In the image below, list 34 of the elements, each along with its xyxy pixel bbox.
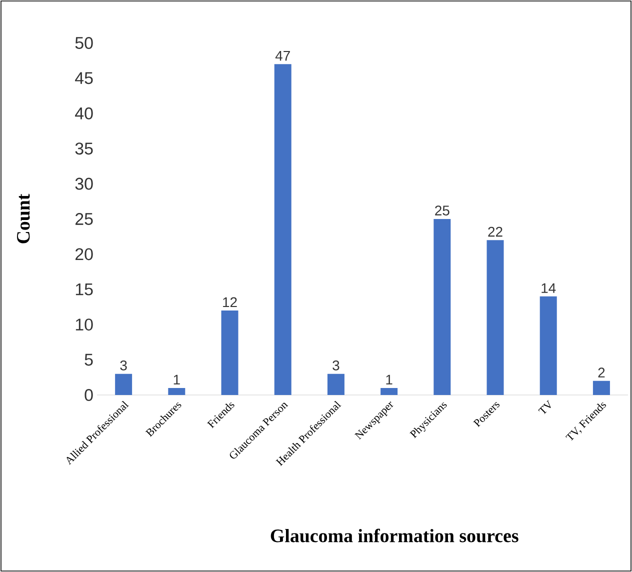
bar — [221, 310, 238, 395]
y-tick-label: 50 — [75, 36, 93, 49]
y-tick-label: 40 — [75, 107, 93, 120]
y-axis-title: Count — [17, 194, 30, 244]
y-tick-label: 15 — [76, 283, 93, 296]
data-label: 12 — [223, 297, 237, 307]
data-label: 1 — [174, 374, 180, 384]
y-tick-label: 5 — [84, 354, 93, 366]
bar — [434, 218, 451, 395]
data-label: 14 — [542, 283, 556, 293]
bar — [592, 380, 610, 395]
data-label: 25 — [435, 206, 450, 216]
x-axis-title: Glaucoma information sources — [270, 528, 518, 542]
y-tick-label: 10 — [76, 318, 93, 331]
bar — [274, 64, 292, 395]
x-tick-label: TV — [538, 400, 551, 414]
data-label: 47 — [275, 50, 290, 61]
y-tick-label: 25 — [76, 212, 93, 225]
data-label: 3 — [120, 360, 127, 370]
bar — [327, 374, 344, 395]
y-tick-label: 45 — [75, 72, 93, 84]
y-tick-label: 30 — [75, 178, 93, 190]
bar — [540, 296, 557, 395]
y-tick-label: 0 — [84, 388, 93, 401]
data-label: 3 — [332, 360, 340, 370]
bar — [168, 388, 186, 395]
bar — [115, 374, 132, 395]
bar — [380, 388, 398, 395]
data-label: 2 — [598, 368, 605, 378]
y-tick-label: 35 — [75, 142, 93, 155]
data-label: 22 — [488, 226, 502, 237]
bar — [486, 240, 504, 395]
y-tick-label: 20 — [76, 248, 93, 260]
data-label: 1 — [386, 374, 392, 384]
